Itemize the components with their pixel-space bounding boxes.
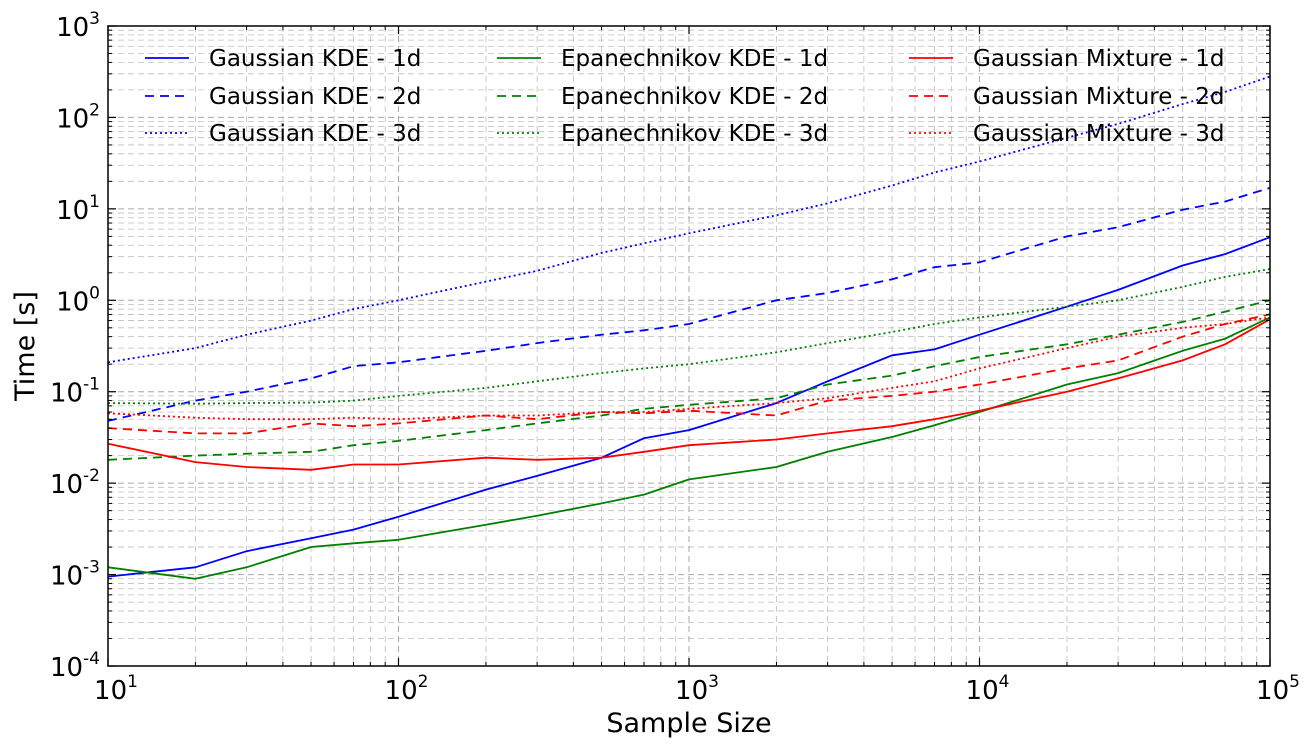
x-tick-label: 104 [966, 672, 1010, 706]
legend-item: Gaussian Mixture - 2d [909, 84, 1225, 110]
legend-item: Epanechnikov KDE - 2d [497, 84, 828, 110]
legend-item: Gaussian Mixture - 1d [909, 46, 1225, 72]
major-gridlines [107, 25, 1271, 667]
y-tick-label: 100 [56, 283, 100, 317]
legend-item: Gaussian KDE - 1d [145, 46, 421, 72]
x-axis-label: Sample Size [606, 708, 771, 739]
legend-label: Epanechnikov KDE - 3d [561, 121, 828, 147]
x-tick-label: 101 [94, 672, 138, 706]
x-tick-label: 103 [675, 672, 719, 706]
series-line-gaussian-mixture-2d [107, 313, 1271, 435]
legend-label: Epanechnikov KDE - 2d [561, 84, 828, 110]
series-line-epanechnikov-kde-1d [107, 316, 1271, 580]
y-tick-label: 102 [56, 100, 100, 134]
legend: Gaussian KDE - 1d Gaussian KDE - 2d Gaussi… [145, 46, 1225, 147]
series-line-gaussian-mixture-1d [107, 318, 1271, 471]
legend-label: Gaussian Mixture - 2d [973, 84, 1225, 110]
x-tick-label: 105 [1256, 672, 1300, 706]
legend-label: Gaussian KDE - 3d [209, 121, 421, 147]
y-tick-label: 101 [56, 192, 100, 226]
y-tick-labels: 10-4 10-3 10-2 10-1 100 101 102 103 [50, 9, 100, 683]
legend-label: Gaussian Mixture - 3d [973, 121, 1225, 147]
x-tick-label: 102 [385, 672, 429, 706]
y-axis-label: Time [s] [10, 291, 41, 402]
legend-item: Epanechnikov KDE - 3d [497, 121, 828, 147]
legend-label: Epanechnikov KDE - 1d [561, 46, 828, 72]
minor-gridlines [108, 26, 1270, 666]
legend-item: Gaussian KDE - 2d [145, 84, 421, 110]
legend-label: Gaussian Mixture - 1d [973, 46, 1225, 72]
axis-ticks [107, 25, 1271, 667]
legend-label: Gaussian KDE - 1d [209, 46, 421, 72]
y-tick-label: 103 [56, 9, 100, 43]
series-line-gaussian-kde-3d [107, 75, 1271, 364]
series-line-epanechnikov-kde-2d [107, 299, 1271, 461]
y-tick-label: 10-3 [50, 558, 100, 592]
legend-item: Gaussian KDE - 3d [145, 121, 421, 147]
series-line-gaussian-kde-1d [107, 236, 1271, 578]
y-tick-label: 10-1 [50, 375, 100, 409]
legend-item: Gaussian Mixture - 3d [909, 121, 1225, 147]
series-line-gaussian-mixture-3d [107, 316, 1271, 421]
y-tick-label: 10-2 [50, 466, 100, 500]
y-tick-label: 10-4 [50, 649, 100, 683]
legend-item: Epanechnikov KDE - 1d [497, 46, 828, 72]
series-line-gaussian-kde-2d [107, 186, 1271, 422]
legend-label: Gaussian KDE - 2d [209, 84, 421, 110]
series-lines [107, 75, 1271, 580]
x-tick-labels: 101 102 103 104 105 [94, 672, 1300, 706]
